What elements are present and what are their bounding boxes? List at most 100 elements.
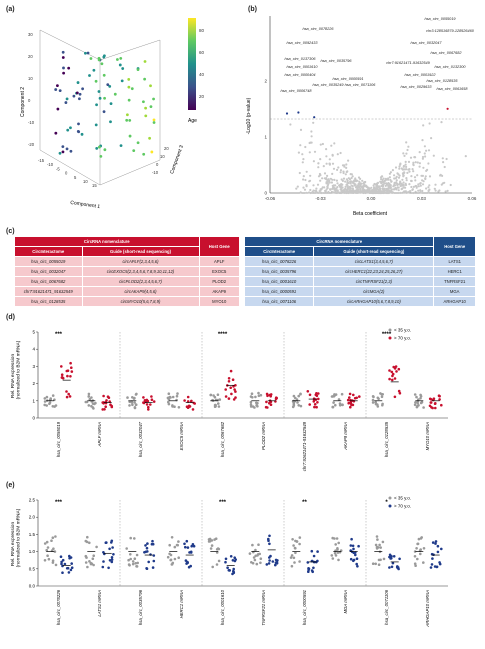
dot-young xyxy=(416,405,419,408)
pca-point xyxy=(95,146,99,150)
host-gene-cell: AKAP9 xyxy=(198,286,240,297)
dot-young xyxy=(135,392,138,396)
dot-old xyxy=(348,392,352,396)
volcano-label-right: hsa_circ_0061658 xyxy=(436,87,468,91)
pca-point xyxy=(143,77,147,81)
pca-point xyxy=(61,56,65,59)
dot-old xyxy=(307,570,310,573)
volcano-point xyxy=(333,178,336,181)
pca-point xyxy=(97,90,101,93)
volcano-label-right: hsa_circ_0032047 xyxy=(410,41,442,45)
dot-young xyxy=(217,559,221,563)
volcano-point xyxy=(419,189,422,192)
pca-3d-plot: Component 2 Component 1 Component 3 30 20… xyxy=(20,18,205,210)
dot-young xyxy=(173,557,177,561)
dot-old xyxy=(152,554,156,557)
dotplot-y-tick: 2 xyxy=(32,381,35,386)
colorbar-label: Age xyxy=(188,118,197,124)
dot-young xyxy=(376,403,379,406)
dot-young xyxy=(414,401,417,404)
volcano-point xyxy=(337,166,340,169)
dot-old xyxy=(271,560,275,563)
dot-old xyxy=(393,366,397,369)
volcano-point xyxy=(384,177,387,180)
dot-young xyxy=(175,394,179,398)
dot-old xyxy=(390,565,394,569)
dot-old xyxy=(105,399,108,402)
panel-b-volcano: -0.06 -0.03 0.00 0.03 0.06 0 1 2 hsa_circ_00782… xyxy=(240,8,480,218)
dot-young xyxy=(87,392,91,396)
volcano-point xyxy=(343,165,346,168)
dot-young xyxy=(292,404,296,407)
volcano-point xyxy=(297,111,300,114)
volcano-point xyxy=(296,185,299,188)
volcano-point xyxy=(359,190,362,193)
dot-young xyxy=(171,395,175,399)
dot-old xyxy=(227,397,231,400)
colorbar-tick: 20 xyxy=(199,94,205,99)
dot-old xyxy=(185,539,189,543)
dot-young xyxy=(290,554,294,557)
dot-young xyxy=(292,544,295,547)
dot-young xyxy=(54,404,58,407)
circinteractome-cell: hsa_circ_0001610 xyxy=(243,276,315,287)
volcano-point xyxy=(396,172,399,175)
volcano-point xyxy=(313,150,317,153)
dot-young xyxy=(379,558,382,562)
volcano-point xyxy=(422,124,425,127)
guide-cell: circEXOC5(2,3,4,5,6,7,8,9,10,11,12) xyxy=(81,266,200,277)
dot-young xyxy=(214,537,218,540)
volcano-point xyxy=(421,174,424,177)
dot-young xyxy=(45,540,49,544)
dot-old xyxy=(430,406,433,409)
dot-young xyxy=(88,560,91,563)
volcano-point xyxy=(412,163,415,166)
dot-old xyxy=(63,562,67,566)
dot-young xyxy=(90,396,93,399)
dot-old xyxy=(274,558,278,562)
volcano-point xyxy=(382,177,385,180)
dot-young xyxy=(291,538,294,541)
dot-old xyxy=(142,401,146,405)
dot-old xyxy=(434,406,437,410)
panel-label-e: (e) xyxy=(6,482,15,489)
pca-point xyxy=(99,154,103,158)
red-host-gene-header: Host Gene xyxy=(198,236,240,257)
dot-young xyxy=(413,393,417,396)
volcano-plot: -0.06 -0.03 0.00 0.03 0.06 0 1 2 hsa_circ_00782… xyxy=(246,16,477,217)
dot-young xyxy=(298,560,301,563)
dot-old xyxy=(388,555,391,559)
dot-old xyxy=(357,544,360,548)
dot-old xyxy=(147,405,150,409)
volcano-label-left: hsa_circ_0001610 xyxy=(286,65,318,69)
red-circrna-table: CircRNA nomenclature Host Gene CircIntera… xyxy=(14,236,240,307)
dot-young xyxy=(45,404,48,407)
volcano-point xyxy=(449,183,452,187)
dot-old xyxy=(317,392,320,395)
x-tick-label: 10 xyxy=(83,179,88,184)
volcano-point xyxy=(428,122,431,125)
dotplot-d: Rel. RNA expression(normalized to B2M mR… xyxy=(10,328,448,471)
dot-old xyxy=(349,402,353,405)
volcano-point xyxy=(328,158,331,161)
dot-young xyxy=(332,401,335,404)
dot-young xyxy=(298,536,302,539)
category-label: hsa_circ_0032047 xyxy=(138,421,143,457)
volcano-point xyxy=(320,191,323,195)
dot-old xyxy=(311,570,315,574)
dot-young xyxy=(336,547,339,550)
volcano-point xyxy=(402,181,405,184)
dot-young xyxy=(177,556,180,559)
dot-old xyxy=(111,546,114,549)
dot-young xyxy=(212,394,215,397)
host-gene-cell: LATS1 xyxy=(433,256,476,267)
dot-old xyxy=(224,557,228,561)
dot-old xyxy=(440,403,443,407)
volcano-point xyxy=(399,191,402,194)
dot-young xyxy=(87,395,91,398)
volcano-point xyxy=(398,167,401,170)
volcano-point xyxy=(328,181,331,184)
dot-old xyxy=(315,394,319,398)
z-tick-label: 20 xyxy=(164,146,169,151)
table-row: hsa_circ_0001610 circTNFRSF21(2,3) TNFRSF2… xyxy=(243,276,476,287)
